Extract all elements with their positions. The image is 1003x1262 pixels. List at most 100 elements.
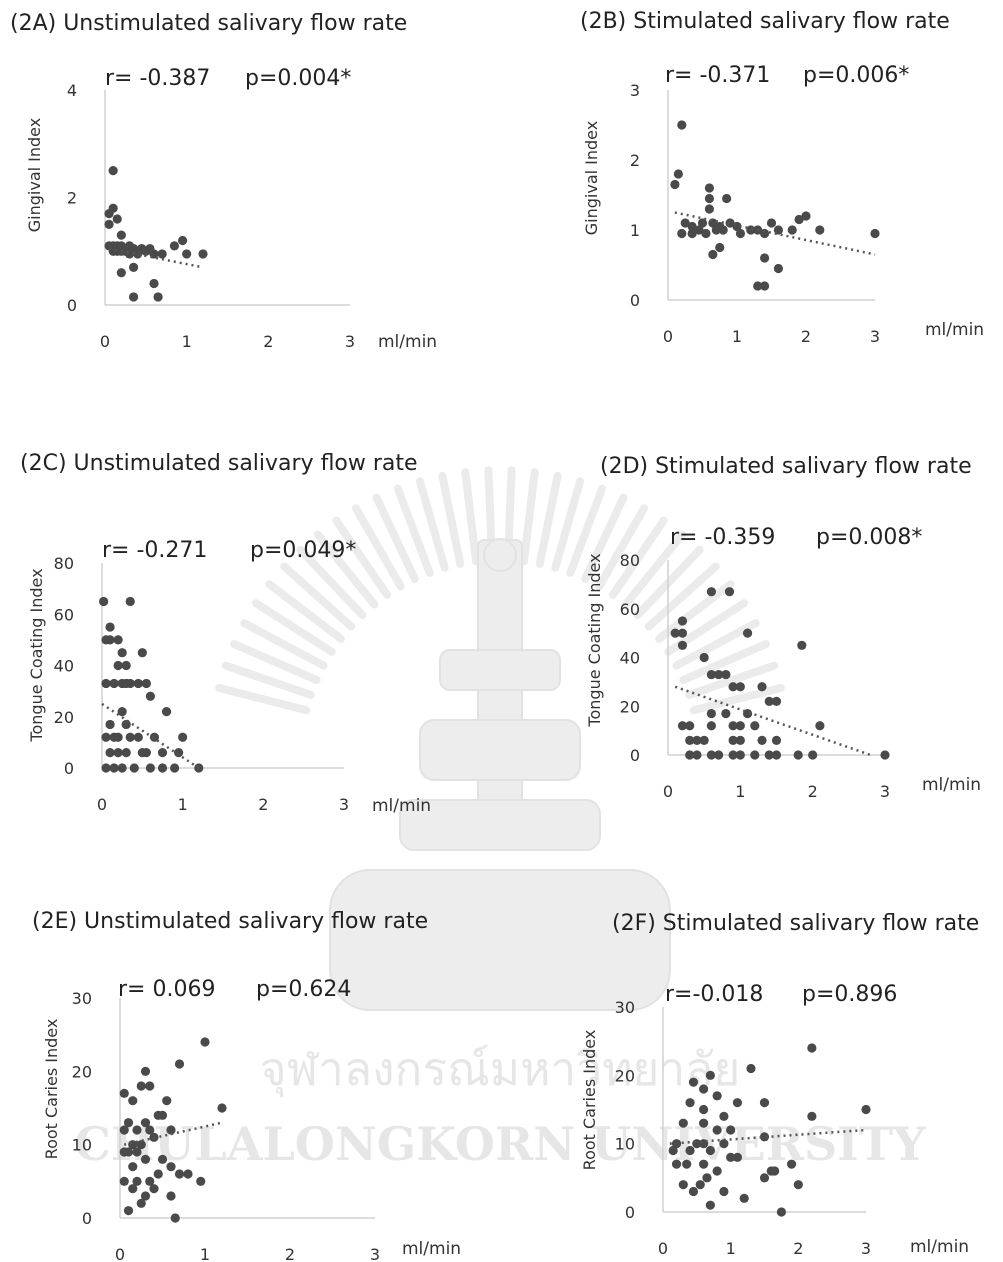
data-point [101,732,111,742]
data-point [770,1166,780,1176]
panel-2d: (2D) Stimulated salivary flow rate r= -0… [585,454,981,801]
data-point [793,1180,803,1190]
correlation-r: r=-0.018 [665,982,763,1007]
data-point [133,678,143,689]
y-tick-label: 20 [54,708,74,727]
data-point [123,1206,134,1216]
data-point [121,719,131,730]
data-point [760,281,770,291]
data-point [677,616,688,626]
y-tick-label: 20 [72,1062,92,1081]
y-axis-label: Gingival Index [582,121,601,235]
correlation-r: r= -0.371 [665,63,770,88]
correlation-r: r= -0.387 [105,66,210,91]
y-tick-label: 60 [620,600,640,619]
data-point [109,678,119,689]
data-point [109,763,119,773]
data-point [706,587,716,597]
data-point [117,763,127,773]
data-point [128,1184,138,1194]
y-tick-label: 0 [630,746,640,765]
data-point [807,1043,817,1053]
data-point [771,750,782,760]
correlation-r: r= -0.359 [670,525,775,550]
data-point [145,1176,155,1186]
data-point [704,183,714,193]
x-axis-unit: ml/min [378,332,437,352]
data-point [177,235,188,246]
data-point [170,763,180,773]
correlation-r: r= -0.271 [102,538,207,563]
x-tick-label: 0 [663,782,673,801]
data-point [196,1176,206,1186]
data-point [760,228,770,239]
data-point [128,292,139,302]
data-point [706,721,716,731]
data-point [125,732,135,742]
data-point [735,721,745,731]
data-point [123,1147,134,1157]
y-tick-label: 10 [615,1135,635,1154]
data-point [670,179,680,190]
data-point [719,1111,729,1121]
panel-2a: (2A) Unstimulated salivary flow rate r= … [10,11,437,352]
p-value: p=0.004* [245,66,351,91]
data-point [101,763,111,773]
p-value: p=0.049* [250,538,356,563]
data-point [697,218,708,228]
data-point [714,750,724,760]
data-point [166,1191,176,1201]
panel-title: (2B) Stimulated salivary flow rate [580,9,950,34]
x-axis-unit: ml/min [922,775,981,795]
x-tick-label: 3 [870,327,880,346]
data-point [750,750,760,760]
crown-emblem [329,538,671,1011]
y-tick-label: 10 [72,1136,92,1155]
data-point [157,763,168,773]
data-point [678,1118,688,1128]
data-point [108,166,118,176]
data-point [725,218,735,228]
data-point [677,628,688,638]
data-point [718,225,728,235]
data-point [714,669,724,680]
data-point [132,1125,142,1135]
data-point [746,1063,756,1074]
x-tick-label: 3 [345,332,355,351]
data-point [117,707,127,717]
data-point [699,1118,709,1128]
data-point [719,1139,729,1149]
data-point [807,1111,817,1121]
data-point [794,214,804,225]
y-tick-label: 2 [630,151,640,170]
data-point [137,648,147,658]
data-point [735,682,745,692]
y-tick-label: 20 [615,1066,635,1085]
x-tick-label: 0 [663,327,673,346]
panel-title: (2A) Unstimulated salivary flow rate [10,11,407,36]
x-axis-unit: ml/min [925,320,984,340]
data-point [721,708,731,719]
panel-title: (2D) Stimulated salivary flow rate [600,454,972,479]
data-point [113,732,123,742]
x-tick-label: 0 [97,795,107,814]
data-point [157,748,168,758]
panel-2b: (2B) Stimulated salivary flow rate r= -0… [580,9,984,346]
panel-title: (2E) Unstimulated salivary flow rate [32,909,428,934]
data-point [732,1098,743,1108]
data-point [677,640,688,650]
x-tick-label: 3 [880,782,890,801]
watermark-english-text: CHULALONGKORN UNIVERSITY [74,1117,927,1171]
x-tick-label: 1 [735,782,745,801]
plot-area: 0 1 2 3 0 2 4 [67,81,355,351]
data-point [773,225,783,235]
x-tick-label: 1 [182,332,192,351]
data-point [706,669,716,680]
y-tick-label: 30 [72,989,92,1008]
data-point [699,1104,709,1115]
data-point [757,735,767,745]
plot-area: 0 1 2 3 0 20 40 60 80 [54,554,349,814]
data-point [797,640,807,650]
data-point [766,218,777,228]
